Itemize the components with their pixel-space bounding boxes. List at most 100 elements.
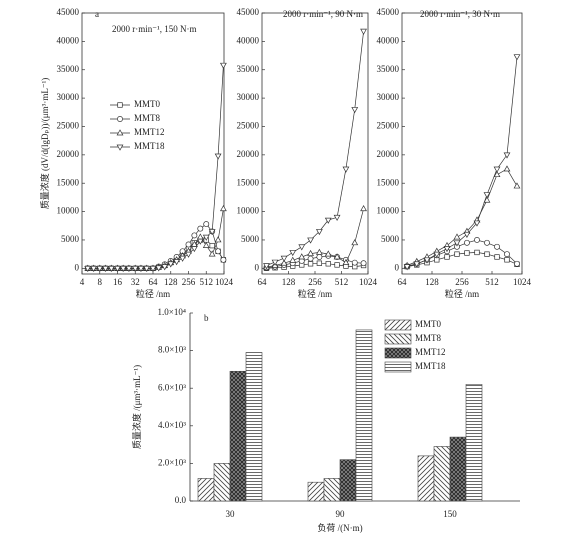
marker <box>454 251 460 257</box>
y-tick-label: 0.0 <box>175 495 187 505</box>
series-line <box>87 223 224 269</box>
x-axis-label: 负荷 /(N·m) <box>317 522 362 533</box>
panel-label: a <box>95 9 99 19</box>
marker <box>84 265 92 273</box>
y-tick-label: 35000 <box>57 64 80 74</box>
marker <box>271 259 279 266</box>
y-tick-label: 35000 <box>377 64 400 74</box>
marker <box>360 28 367 35</box>
marker <box>280 259 288 266</box>
y-tick-label: 2.0×10³ <box>158 457 186 467</box>
x-tick-label: 128 <box>425 277 439 287</box>
y-tick-label: 1.0×10⁴ <box>158 307 186 317</box>
x-axis-label: 粒径 /nm <box>136 288 170 299</box>
marker <box>504 257 510 263</box>
marker <box>474 249 480 256</box>
x-tick-label: 512 <box>200 277 214 287</box>
y-tick-label: 45000 <box>57 7 80 17</box>
marker <box>514 260 520 267</box>
x-tick-label: 128 <box>282 277 296 287</box>
marker <box>125 265 133 273</box>
legend-label: MMT12 <box>415 347 446 357</box>
marker <box>185 241 192 248</box>
bar <box>229 370 247 502</box>
marker <box>117 102 123 108</box>
legend-label: MMT18 <box>415 361 446 371</box>
series-line <box>266 31 364 266</box>
x-tick-label: 64 <box>398 277 408 287</box>
marker <box>196 238 204 245</box>
marker <box>119 265 127 273</box>
x-tick-label: 30 <box>226 509 236 519</box>
y-tick-label: 30000 <box>377 92 400 102</box>
marker <box>360 260 367 267</box>
y-tick-label: 10000 <box>237 206 260 216</box>
legend-swatch <box>384 361 412 373</box>
marker <box>464 250 470 256</box>
y-tick-label: 0 <box>255 262 260 272</box>
marker <box>114 265 121 273</box>
legend-label: MMT8 <box>415 333 442 343</box>
y-tick-label: 15000 <box>237 177 260 187</box>
marker <box>351 239 359 246</box>
marker <box>307 261 314 267</box>
marker <box>483 196 491 203</box>
marker <box>161 264 169 271</box>
marker <box>280 255 288 262</box>
x-tick-label: 8 <box>98 277 103 287</box>
legend-swatch <box>384 333 412 345</box>
x-tick-label: 150 <box>443 509 457 519</box>
bar <box>323 478 341 502</box>
y-tick-label: 0 <box>395 262 400 272</box>
marker <box>307 255 314 262</box>
y-tick-label: 10000 <box>377 206 400 216</box>
y-tick-label: 30000 <box>57 92 80 102</box>
marker <box>96 265 104 273</box>
marker <box>423 257 431 264</box>
plot-frame <box>261 12 369 275</box>
marker <box>315 229 323 236</box>
plot-frame <box>401 12 523 275</box>
marker <box>137 265 145 273</box>
y-tick-label: 5000 <box>381 234 400 244</box>
y-tick-label: 25000 <box>377 121 400 131</box>
marker <box>298 253 306 260</box>
marker <box>117 116 123 122</box>
marker <box>453 240 461 247</box>
x-tick-label: 16 <box>113 277 123 287</box>
y-tick-label: 35000 <box>237 64 260 74</box>
series-line <box>407 239 518 267</box>
panel-title: 2000 r·min⁻¹, 150 N·m <box>112 24 196 34</box>
marker <box>155 265 163 272</box>
marker <box>342 258 350 266</box>
marker <box>333 253 341 260</box>
x-tick-label: 256 <box>455 277 469 287</box>
marker <box>474 237 480 243</box>
marker <box>116 144 124 151</box>
marker <box>493 170 501 178</box>
marker <box>107 265 115 273</box>
marker <box>102 265 109 273</box>
marker <box>503 152 511 159</box>
marker <box>149 265 157 273</box>
marker <box>214 153 222 160</box>
marker <box>90 265 98 273</box>
bar <box>433 446 451 502</box>
marker <box>208 229 216 236</box>
marker <box>289 250 297 257</box>
y-tick-label: 4.0×10³ <box>158 420 186 430</box>
marker <box>219 62 227 69</box>
y-tick-label: 6.0×10³ <box>158 382 186 392</box>
series-line <box>87 239 224 269</box>
marker <box>215 248 222 255</box>
series-line <box>407 56 518 267</box>
marker <box>342 166 350 173</box>
marker <box>191 232 198 239</box>
bar <box>465 384 483 502</box>
y-tick-label: 45000 <box>377 7 400 17</box>
marker <box>289 256 297 263</box>
bar <box>417 455 435 502</box>
marker <box>116 129 124 136</box>
y-tick-label: 20000 <box>57 149 80 159</box>
y-tick-label: 0 <box>75 262 80 272</box>
